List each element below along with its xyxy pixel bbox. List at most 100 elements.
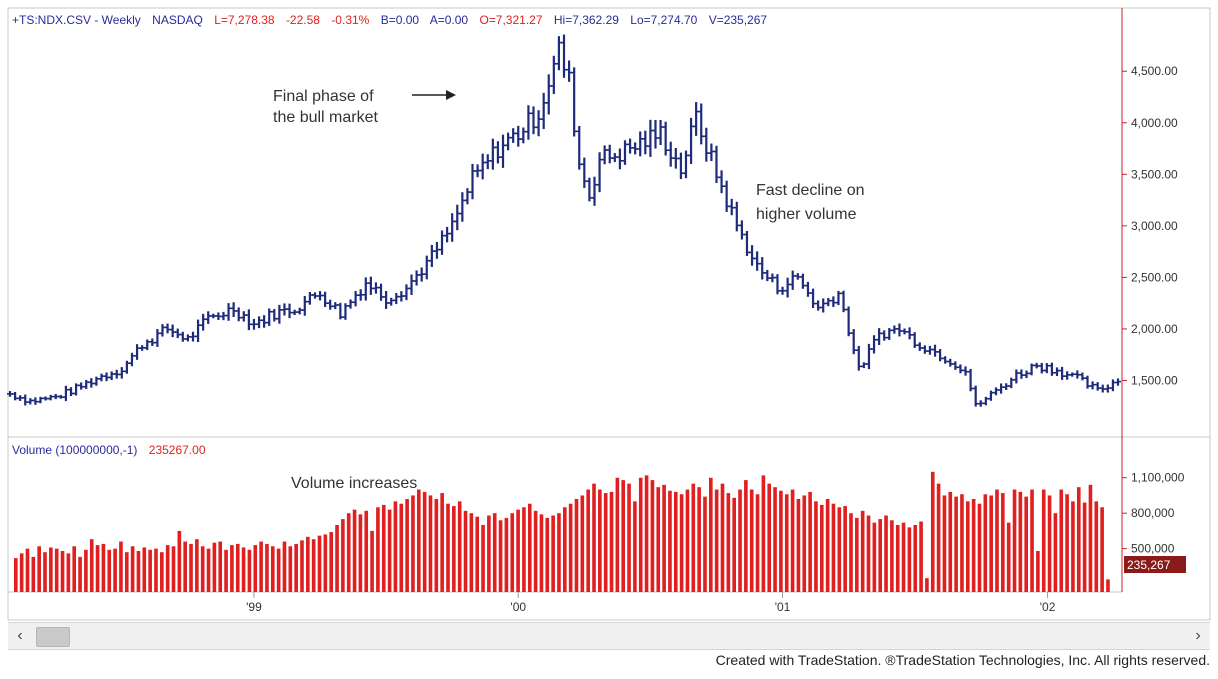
price-bar bbox=[804, 281, 811, 297]
header-volume: V=235,267 bbox=[709, 13, 768, 27]
volume-bar bbox=[714, 489, 719, 592]
price-bar bbox=[545, 74, 552, 115]
price-bar bbox=[825, 297, 832, 307]
price-bar bbox=[301, 295, 308, 316]
price-bar bbox=[403, 284, 410, 301]
price-bar bbox=[860, 362, 867, 369]
volume-bar bbox=[1030, 489, 1034, 592]
volume-bar bbox=[656, 487, 661, 592]
volume-bar bbox=[1076, 487, 1081, 592]
volume-bar bbox=[609, 491, 614, 592]
volume-bar bbox=[563, 507, 567, 592]
price-bar bbox=[489, 138, 496, 170]
volume-bar bbox=[925, 578, 929, 592]
volume-bar bbox=[335, 525, 339, 592]
price-bar bbox=[616, 148, 623, 170]
price-bar bbox=[271, 308, 278, 322]
volume-bar bbox=[720, 483, 725, 592]
volume-bar bbox=[872, 522, 877, 592]
scroll-thumb[interactable] bbox=[36, 627, 70, 647]
price-bar bbox=[845, 306, 852, 337]
volume-bar bbox=[1036, 551, 1040, 592]
volume-bar bbox=[913, 525, 918, 592]
price-bar bbox=[169, 324, 176, 338]
volume-bar bbox=[533, 510, 538, 592]
volume-bar bbox=[1106, 579, 1110, 592]
price-bar bbox=[108, 371, 115, 381]
horizontal-scrollbar[interactable]: ‹ › bbox=[8, 622, 1210, 650]
volume-bar bbox=[954, 496, 958, 592]
price-bar bbox=[352, 291, 359, 307]
volume-bar bbox=[78, 556, 82, 592]
price-bar bbox=[576, 125, 583, 170]
volume-bar bbox=[463, 510, 468, 592]
volume-bar bbox=[475, 516, 480, 592]
volume-bar bbox=[200, 546, 205, 592]
volume-bar bbox=[1094, 501, 1099, 592]
volume-bar bbox=[1053, 513, 1058, 592]
price-bar bbox=[530, 106, 537, 135]
price-bar bbox=[1013, 369, 1020, 384]
price-bar bbox=[464, 188, 471, 205]
volume-bar bbox=[399, 503, 404, 592]
price-bar bbox=[718, 170, 725, 194]
price-bar bbox=[820, 298, 827, 313]
volume-bar bbox=[329, 532, 334, 592]
scroll-right-icon[interactable]: › bbox=[1195, 627, 1201, 644]
volume-bar bbox=[130, 546, 135, 592]
volume-bar bbox=[469, 513, 474, 592]
price-bar bbox=[469, 163, 476, 200]
volume-bar bbox=[761, 475, 766, 592]
price-bar bbox=[494, 141, 501, 164]
price-axis-label: 4,000.00 bbox=[1131, 116, 1178, 130]
scroll-left-icon[interactable]: ‹ bbox=[17, 627, 23, 644]
price-bar bbox=[642, 130, 649, 155]
volume-bar bbox=[1100, 507, 1104, 592]
volume-bar bbox=[160, 552, 164, 592]
price-bar bbox=[957, 364, 964, 374]
volume-axis-label: 1,100,000 bbox=[1131, 471, 1185, 485]
price-bar bbox=[688, 117, 695, 164]
volume-bar bbox=[54, 548, 59, 592]
volume-bar bbox=[49, 547, 53, 592]
volume-bar bbox=[19, 553, 24, 592]
volume-bar bbox=[557, 513, 561, 592]
volume-bar bbox=[697, 487, 701, 592]
volume-bar bbox=[644, 475, 649, 592]
price-bar bbox=[754, 251, 761, 271]
volume-bar bbox=[241, 547, 246, 592]
volume-bar bbox=[393, 501, 398, 592]
header-bid: B=0.00 bbox=[381, 13, 420, 27]
volume-bar bbox=[574, 499, 579, 592]
price-bar bbox=[240, 311, 247, 322]
price-bar bbox=[703, 127, 710, 162]
date-axis-label: '02 bbox=[1040, 600, 1056, 614]
volume-bar bbox=[206, 548, 211, 592]
price-axis-label: 4,500.00 bbox=[1131, 64, 1178, 78]
price-bar bbox=[383, 291, 390, 309]
annotation-final-phase-2: the bull market bbox=[273, 109, 378, 126]
volume-bar bbox=[306, 536, 310, 592]
volume-bar bbox=[107, 549, 112, 592]
price-bar bbox=[393, 292, 400, 305]
price-bar bbox=[723, 180, 730, 212]
volume-bar bbox=[323, 534, 328, 592]
price-bar bbox=[439, 230, 446, 255]
volume-bar bbox=[235, 543, 240, 592]
price-bar bbox=[378, 283, 385, 301]
volume-bar bbox=[25, 548, 30, 592]
volume-bar bbox=[860, 510, 865, 592]
price-axis-label: 3,000.00 bbox=[1131, 219, 1178, 233]
price-bar bbox=[235, 307, 242, 322]
price-bar bbox=[1023, 370, 1030, 379]
price-bar bbox=[225, 303, 232, 321]
price-bar bbox=[871, 335, 878, 354]
date-axis-label: '99 bbox=[246, 600, 262, 614]
volume-bar bbox=[1024, 496, 1029, 592]
volume-bar bbox=[148, 549, 152, 592]
volume-bar bbox=[767, 483, 772, 592]
price-bar bbox=[428, 244, 435, 267]
volume-bar bbox=[685, 489, 690, 592]
volume-bar bbox=[1006, 522, 1011, 592]
date-axis-label: '00 bbox=[510, 600, 526, 614]
